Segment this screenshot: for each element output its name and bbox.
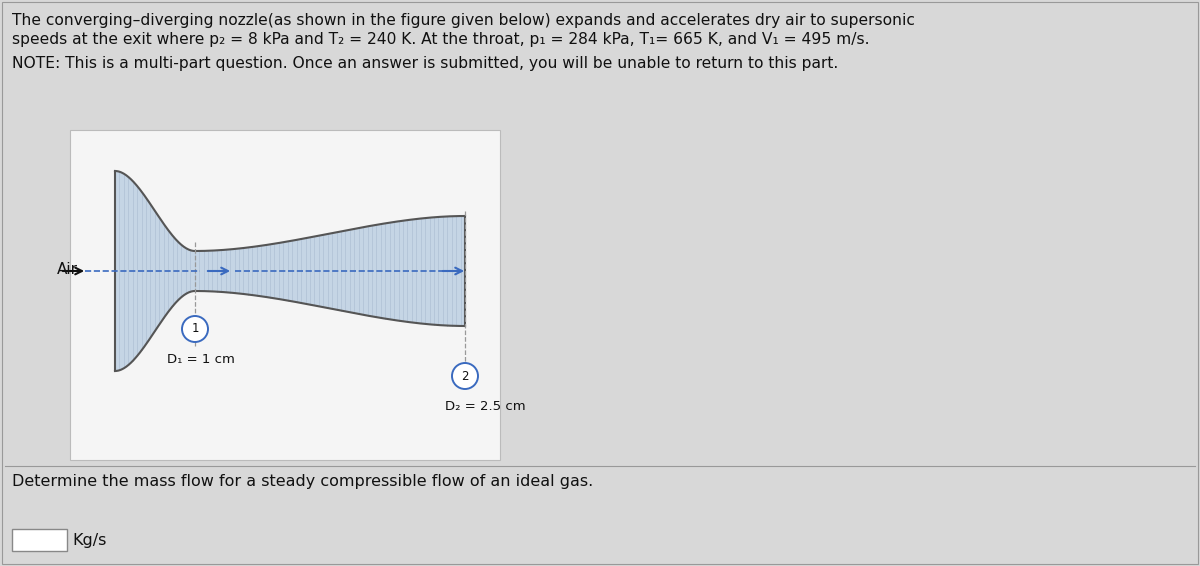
Text: Kg/s: Kg/s	[72, 533, 107, 547]
Text: The converging–diverging nozzle(as shown in the figure given below) expands and : The converging–diverging nozzle(as shown…	[12, 13, 914, 28]
Text: Air: Air	[58, 263, 78, 277]
Text: NOTE: This is a multi-part question. Once an answer is submitted, you will be un: NOTE: This is a multi-part question. Onc…	[12, 56, 839, 71]
Circle shape	[452, 363, 478, 389]
Text: Determine the mass flow for a steady compressible flow of an ideal gas.: Determine the mass flow for a steady com…	[12, 474, 593, 489]
Bar	[12, 529, 67, 551]
Text: D₂ = 2.5 cm: D₂ = 2.5 cm	[445, 400, 526, 413]
Circle shape	[182, 316, 208, 342]
Text: 2: 2	[461, 370, 469, 383]
Polygon shape	[115, 171, 466, 371]
Text: 1: 1	[191, 323, 199, 336]
Bar	[70, 130, 500, 460]
Text: D₁ = 1 cm: D₁ = 1 cm	[167, 353, 235, 366]
Text: speeds at the exit where p₂ = 8 kPa and T₂ = 240 K. At the throat, p₁ = 284 kPa,: speeds at the exit where p₂ = 8 kPa and …	[12, 32, 870, 47]
